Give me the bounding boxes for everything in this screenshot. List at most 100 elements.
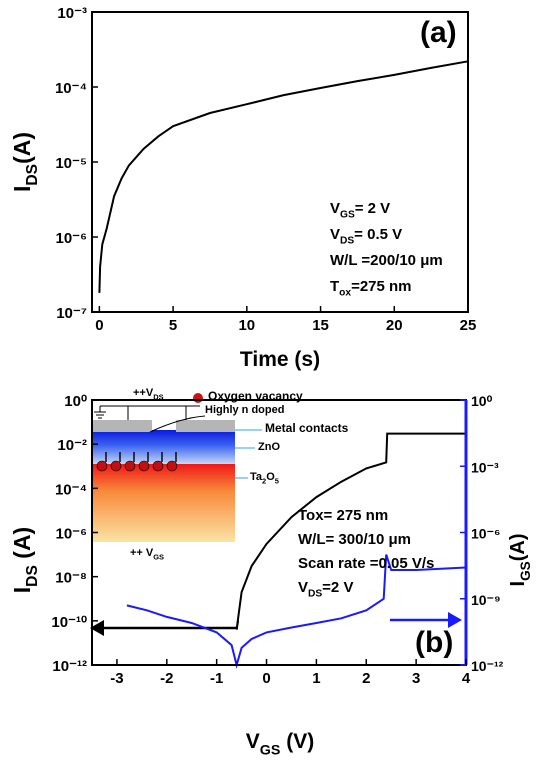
- text-part: W/L =200/10 μm: [330, 252, 443, 269]
- text-part: I: [9, 587, 35, 593]
- text-part: V: [246, 730, 260, 753]
- annotation: W/L= 300/10 μm: [298, 531, 411, 548]
- y-tick-label: 10⁻⁶: [55, 230, 87, 247]
- vacancy-icon: [193, 393, 203, 403]
- panel-label: (a): [420, 16, 457, 49]
- text-part: 2: [262, 476, 266, 485]
- y-tick-label: 10⁻⁷: [56, 305, 87, 322]
- text-part: = 0.5 V: [354, 226, 402, 243]
- y2-axis-label: IGS(A): [507, 534, 533, 587]
- text-part: T: [330, 278, 339, 295]
- data-line: [98, 60, 469, 293]
- data-line: [126, 554, 467, 669]
- text-part: V: [330, 226, 340, 243]
- contact: [176, 420, 235, 432]
- text-part: Scan rate =0.05 V/s: [298, 555, 434, 572]
- y-tick-label: 10⁻⁸: [55, 570, 87, 587]
- text-part: Time (s): [240, 348, 320, 371]
- y-tick-label: 10⁻³: [57, 5, 87, 22]
- text-part: = 2 V: [355, 200, 390, 217]
- inset-label: ++ VGS: [130, 547, 164, 561]
- x-tick-label: 10: [238, 317, 255, 334]
- x-tick-label: -3: [110, 670, 123, 687]
- text-part: 5: [275, 476, 279, 485]
- x-tick-label: -1: [210, 670, 223, 687]
- text-part: ZnO: [258, 441, 280, 453]
- y2-tick-label: 10⁻⁹: [471, 592, 501, 608]
- vacancies: [96, 460, 178, 472]
- y-tick-label: 10⁻⁵: [55, 155, 87, 172]
- y-tick-label: 10⁻⁴: [55, 481, 87, 498]
- x-tick-label: 3: [412, 670, 420, 687]
- x-tick-label: 0: [262, 670, 270, 687]
- x-tick-label: 20: [386, 317, 403, 334]
- annotation: W/L =200/10 μm: [330, 252, 443, 269]
- data-line: [235, 432, 466, 630]
- pointer: [149, 415, 206, 433]
- text-part: Oxygen vacancy: [208, 389, 303, 403]
- x-tick-label: 1: [312, 670, 320, 687]
- text-part: Metal contacts: [265, 421, 349, 435]
- y2-tick-label: 10⁰: [471, 393, 493, 409]
- annotation: VGS= 2 V: [330, 200, 390, 221]
- y2-tick-label: 10⁻⁶: [471, 526, 500, 542]
- text-part: (A): [9, 132, 35, 164]
- text-part: ++ V: [130, 547, 154, 559]
- x-tick-label: 2: [362, 670, 370, 687]
- text-part: DS: [153, 392, 163, 401]
- text-part: V: [330, 200, 340, 217]
- text-part: ox: [339, 288, 351, 299]
- annotation: VDS=2 V: [298, 579, 353, 600]
- text-part: GS: [518, 561, 533, 581]
- text-part: GS: [153, 552, 164, 561]
- text-part: ++V: [133, 387, 154, 399]
- y-tick-label: 10⁻²: [57, 437, 87, 454]
- inset-label: Ta2O5: [250, 471, 279, 485]
- x-tick-label: 5: [169, 317, 177, 334]
- text-part: O: [266, 471, 275, 483]
- arrow-head: [448, 612, 462, 628]
- text-part: Highly n doped: [205, 404, 284, 416]
- hysteresis-arrows: [90, 612, 462, 636]
- y-tick-label: 10⁻¹⁰: [51, 614, 87, 631]
- panel-label: (b): [415, 626, 453, 659]
- x-tick-label: 25: [460, 317, 477, 334]
- inset-diagram: [92, 393, 262, 542]
- y-axis-label: IDS(A): [9, 132, 41, 192]
- text-part: DS: [308, 589, 322, 600]
- x-axis-label: VGS (V): [246, 730, 314, 758]
- inset-label: Metal contacts: [265, 421, 349, 435]
- text-part: DS: [24, 164, 41, 186]
- x-tick-label: -2: [160, 670, 173, 687]
- leaders: [235, 429, 262, 479]
- inset-label: ZnO: [258, 441, 280, 453]
- y2-tick-label: 10⁻³: [471, 459, 499, 475]
- annotation: Tox=275 nm: [330, 278, 412, 299]
- x-tick-label: 4: [462, 670, 471, 687]
- inset-label: Highly n doped: [205, 404, 284, 416]
- ta2o5-layer: [92, 464, 235, 542]
- y-tick-label: 10⁰: [64, 393, 87, 410]
- text-part: =2 V: [322, 579, 353, 596]
- zno-layer: [92, 430, 235, 464]
- arrows: [105, 452, 177, 462]
- text-part: DS: [24, 565, 41, 587]
- text-part: W/L= 300/10 μm: [298, 531, 411, 548]
- text-part: =275 nm: [351, 278, 411, 295]
- annotation: VDS= 0.5 V: [330, 226, 402, 247]
- text-part: (A): [9, 527, 35, 565]
- wiring: [94, 405, 200, 420]
- text-part: GS: [340, 210, 355, 221]
- x-tick-label: 0: [95, 317, 103, 334]
- contact: [92, 420, 152, 432]
- inset-label: Oxygen vacancy: [208, 389, 303, 403]
- arrow-head: [90, 620, 104, 636]
- y-tick-label: 10⁻¹²: [52, 658, 87, 675]
- y-tick-label: 10⁻⁴: [55, 80, 87, 97]
- text-part: (A): [507, 534, 529, 562]
- text-part: GS: [260, 742, 281, 758]
- y-axis-label: IDS (A): [9, 527, 41, 593]
- annotation: Tox= 275 nm: [298, 507, 388, 524]
- y2-tick-label: 10⁻¹²: [471, 658, 504, 674]
